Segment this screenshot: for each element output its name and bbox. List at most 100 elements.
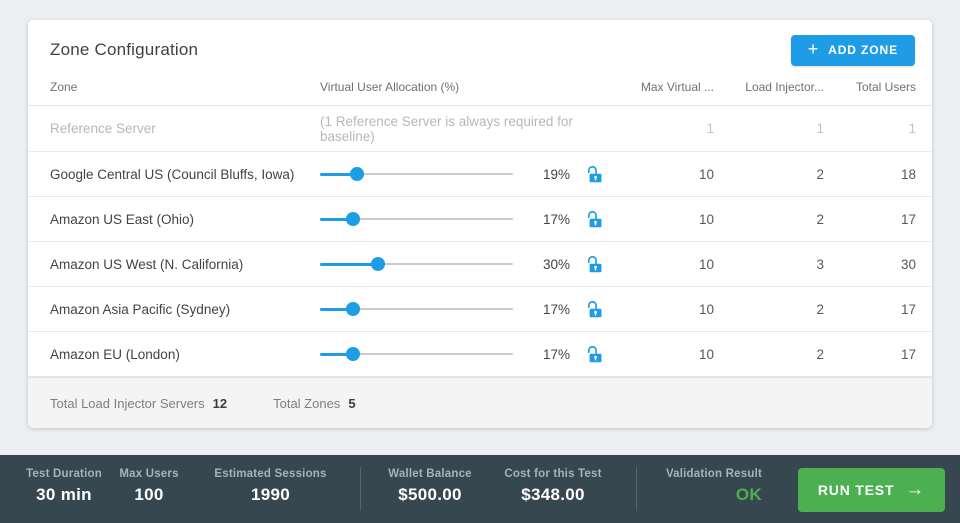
max-virtual-value: 10: [698, 256, 714, 272]
unlock-icon[interactable]: [583, 343, 605, 365]
stat-validation-result: Validation Result OK: [640, 468, 762, 505]
allocation-percent: 17%: [542, 211, 570, 227]
totals-strip: Total Load Injector Servers 12 Total Zon…: [28, 377, 932, 428]
zone-name: Amazon EU (London): [50, 346, 180, 362]
stat-max-users: Max Users 100: [108, 468, 190, 505]
run-test-button[interactable]: RUN TEST →: [798, 468, 945, 512]
wallet-balance-value: $500.00: [398, 485, 462, 504]
slider-fill: [320, 172, 357, 176]
card-header: Zone Configuration + ADD ZONE: [28, 20, 932, 80]
zone-rows: Google Central US (Council Bluffs, Iowa)…: [28, 152, 932, 377]
zone-name: Amazon US West (N. California): [50, 256, 244, 272]
load-injectors-value: 2: [816, 346, 824, 362]
stat-wallet-balance: Wallet Balance $500.00: [368, 468, 492, 505]
validation-result-value: OK: [735, 485, 762, 504]
slider-thumb[interactable]: [345, 212, 360, 226]
slider-fill: [320, 307, 353, 311]
column-total-users: Total Users: [855, 80, 916, 94]
allocation-slider[interactable]: [320, 256, 513, 272]
reference-server-row: Reference Server (1 Reference Server is …: [28, 106, 932, 152]
estimated-sessions-value: 1990: [250, 485, 291, 504]
zone-name: Amazon Asia Pacific (Sydney): [50, 301, 231, 317]
max-virtual-value: 10: [698, 301, 714, 317]
total-users-value: 18: [900, 166, 916, 182]
zone-row: Google Central US (Council Bluffs, Iowa)…: [28, 152, 932, 197]
column-zone: Zone: [50, 80, 78, 94]
allocation-slider[interactable]: [320, 166, 513, 182]
total-users-value: 17: [900, 346, 916, 362]
unlock-icon[interactable]: [583, 163, 605, 185]
slider-track: [320, 353, 513, 355]
plus-icon: +: [807, 39, 820, 59]
zone-name: Reference Server: [50, 121, 156, 136]
divider: [636, 467, 637, 511]
validation-result-label: Validation Result: [665, 468, 762, 480]
unlock-icon[interactable]: [583, 298, 605, 320]
total-users-value: 30: [900, 256, 916, 272]
total-load-injector-label: Total Load Injector Servers: [50, 395, 205, 411]
page-title: Zone Configuration: [50, 40, 199, 59]
zone-row: Amazon US West (N. California) 30% 10 3 …: [28, 242, 932, 287]
total-zones-value: 5: [348, 395, 356, 411]
allocation-slider[interactable]: [320, 301, 513, 317]
slider-thumb[interactable]: [349, 167, 364, 181]
column-max-virtual: Max Virtual ...: [640, 80, 714, 94]
unlock-icon[interactable]: [583, 253, 605, 275]
load-injectors-value: 3: [816, 256, 824, 272]
zone-name: Amazon US East (Ohio): [50, 211, 195, 227]
column-allocation: Virtual User Allocation (%): [320, 80, 460, 94]
divider: [360, 467, 361, 511]
total-users-value: 17: [900, 211, 916, 227]
zone-configuration-card: Zone Configuration + ADD ZONE Zone Virtu…: [28, 20, 932, 428]
load-injectors-value: 2: [816, 211, 824, 227]
allocation-slider[interactable]: [320, 346, 513, 362]
slider-fill: [320, 262, 378, 266]
stat-test-duration: Test Duration 30 min: [18, 468, 110, 505]
zone-row: Amazon US East (Ohio) 17% 10 2 17: [28, 197, 932, 242]
total-load-injector-value: 12: [212, 395, 228, 411]
load-injectors-value: 2: [816, 301, 824, 317]
arrow-right-icon: →: [905, 478, 926, 500]
max-virtual-value: 1: [706, 121, 714, 136]
cost-value: $348.00: [521, 485, 585, 504]
max-users-value: 100: [134, 485, 164, 504]
allocation-percent: 30%: [542, 256, 570, 272]
slider-thumb[interactable]: [370, 257, 385, 271]
max-virtual-value: 10: [698, 166, 714, 182]
status-bar: Test Duration 30 min Max Users 100 Estim…: [0, 455, 960, 523]
slider-thumb[interactable]: [345, 347, 360, 361]
test-duration-label: Test Duration: [26, 468, 102, 480]
test-duration-value: 30 min: [36, 485, 92, 504]
estimated-sessions-label: Estimated Sessions: [214, 468, 327, 480]
reference-note: (1 Reference Server is always required f…: [320, 113, 573, 144]
stat-estimated-sessions: Estimated Sessions 1990: [198, 468, 343, 505]
max-virtual-value: 10: [698, 346, 714, 362]
allocation-percent: 17%: [542, 346, 570, 362]
allocation-slider[interactable]: [320, 211, 513, 227]
cost-label: Cost for this Test: [504, 468, 602, 480]
slider-fill: [320, 217, 353, 221]
slider-track: [320, 173, 513, 175]
slider-track: [320, 308, 513, 310]
zone-row: Amazon Asia Pacific (Sydney) 17% 10 2 17: [28, 287, 932, 332]
wallet-balance-label: Wallet Balance: [388, 468, 472, 480]
slider-thumb[interactable]: [345, 302, 360, 316]
add-zone-button[interactable]: + ADD ZONE: [790, 34, 915, 66]
max-users-label: Max Users: [119, 468, 179, 480]
allocation-percent: 19%: [542, 166, 570, 182]
slider-track: [320, 218, 513, 220]
column-load-injectors: Load Injector...: [745, 80, 824, 94]
slider-fill: [320, 352, 353, 356]
total-zones-label: Total Zones: [273, 395, 341, 411]
slider-track: [320, 263, 513, 265]
zone-name: Google Central US (Council Bluffs, Iowa): [50, 166, 295, 182]
stat-cost: Cost for this Test $348.00: [492, 468, 614, 505]
zone-row: Amazon EU (London) 17% 10 2 17: [28, 332, 932, 377]
total-users-value: 17: [900, 301, 916, 317]
load-injectors-value: 2: [816, 166, 824, 182]
add-zone-label: ADD ZONE: [828, 43, 898, 57]
unlock-icon[interactable]: [583, 208, 605, 230]
allocation-percent: 17%: [542, 301, 570, 317]
load-injectors-value: 1: [816, 121, 824, 136]
max-virtual-value: 10: [698, 211, 714, 227]
